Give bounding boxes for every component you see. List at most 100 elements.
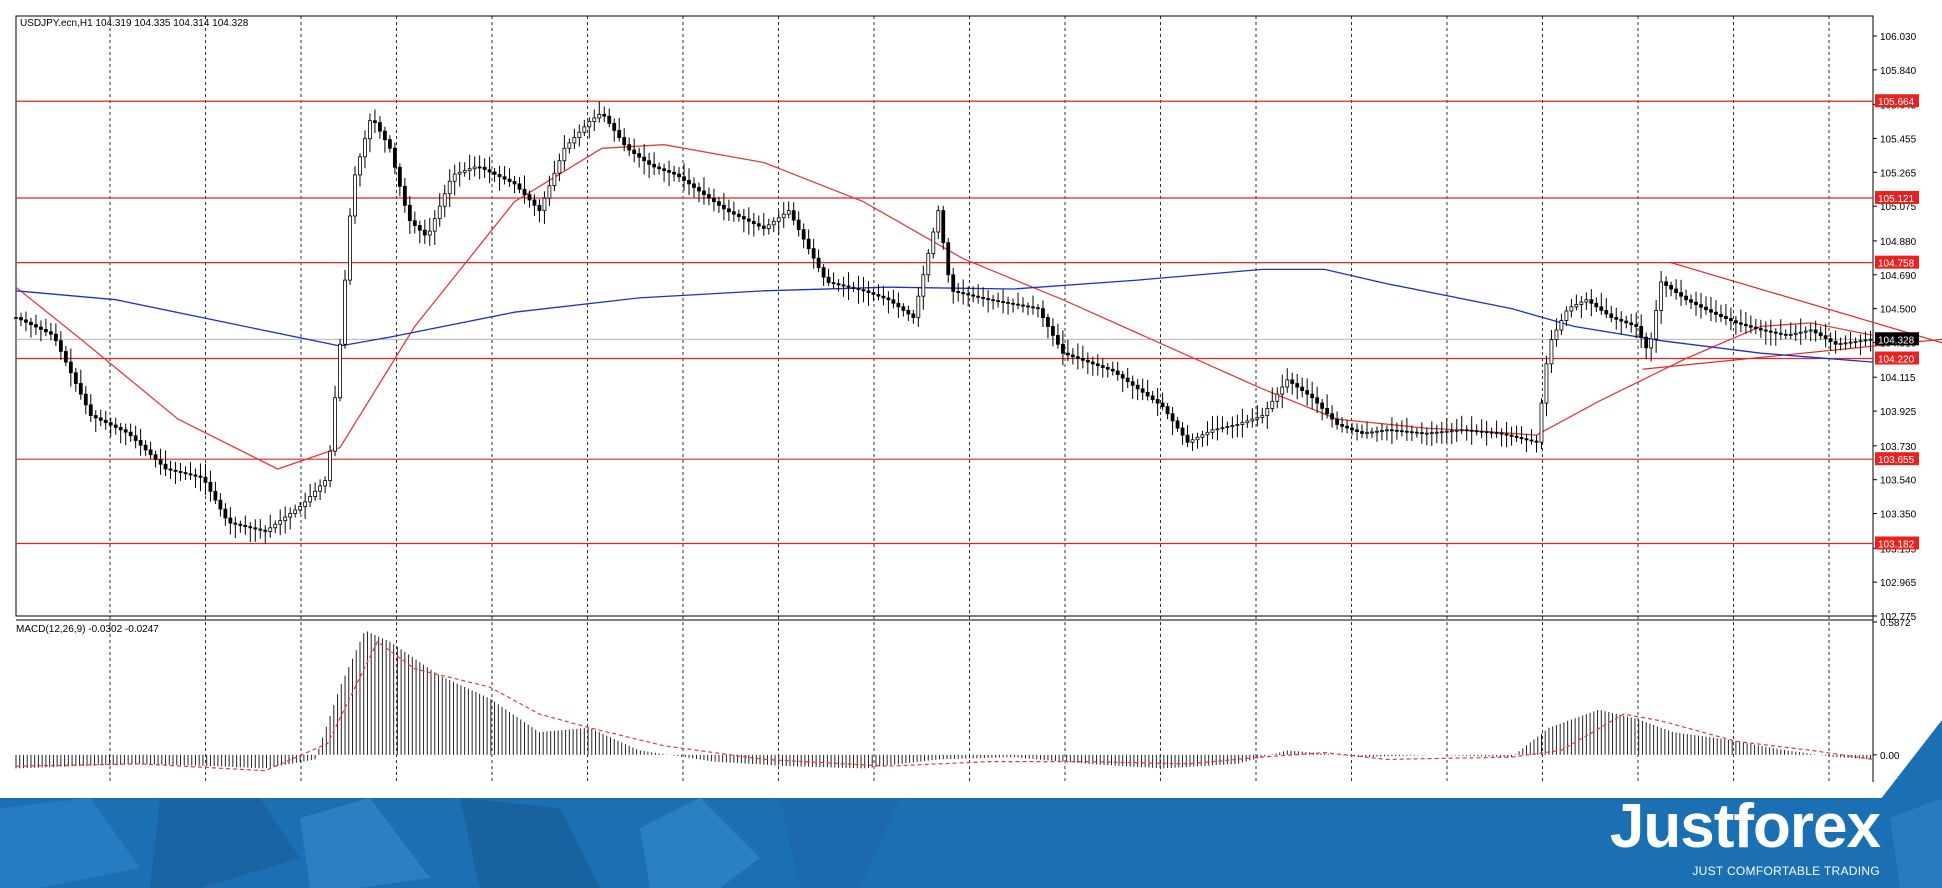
level-price-label: 105.121	[1878, 194, 1915, 205]
price-bar-body	[1385, 429, 1389, 432]
price-bar-body	[741, 216, 746, 220]
price-bar-body	[1160, 402, 1165, 408]
price-bar-body	[1285, 379, 1290, 388]
price-bar-body	[467, 168, 472, 171]
price-bar-body	[392, 147, 397, 168]
price-bar-body	[1165, 406, 1170, 415]
price-bar-body	[866, 290, 871, 293]
price-bar-body	[512, 181, 517, 185]
price-bar-body	[1669, 285, 1673, 290]
price-bar-body	[1185, 434, 1190, 443]
price-bar-body	[622, 137, 627, 146]
price-bar-body	[1704, 306, 1708, 311]
price-bar-body	[1629, 322, 1634, 326]
y-tick-label: 105.455	[1880, 134, 1917, 145]
price-bar-body	[1130, 381, 1135, 386]
price-bar-body	[68, 361, 73, 374]
price-bar-body	[148, 449, 153, 456]
price-bar-body	[1584, 299, 1589, 303]
price-bar-body	[816, 257, 821, 269]
y-tick-label: 105.840	[1880, 66, 1917, 77]
level-price-tag	[1875, 190, 1919, 204]
price-bar-body	[417, 225, 422, 231]
price-bar-body	[906, 310, 911, 315]
price-bar-body	[477, 166, 482, 169]
price-bar-body	[881, 295, 886, 299]
price-bar-body	[1439, 431, 1444, 434]
price-bar-body	[682, 176, 686, 181]
price-bar-body	[637, 153, 642, 158]
price-bar-body	[1654, 310, 1659, 340]
price-bar-body	[1614, 317, 1619, 320]
price-bar-body	[672, 171, 676, 175]
price-bar-body	[1305, 390, 1310, 395]
price-bar-body	[901, 306, 906, 311]
level-price-tag	[1875, 452, 1919, 466]
price-bar-body	[1150, 395, 1155, 400]
price-bar-body	[447, 180, 452, 195]
price-bar-body	[1145, 391, 1150, 397]
price-bar-body	[53, 333, 58, 342]
price-bar-body	[1016, 303, 1020, 306]
price-bar-body	[1758, 328, 1763, 331]
price-bar-body	[552, 172, 557, 187]
price-bar-body	[1295, 383, 1300, 388]
price-bar-body	[692, 183, 696, 188]
price-bar-body	[1808, 329, 1813, 332]
price-bar-body	[268, 527, 273, 532]
price-bar-body	[378, 122, 382, 132]
price-bar-body	[587, 121, 592, 128]
y-tick-label: 103.155	[1880, 544, 1917, 555]
price-bar-body	[796, 219, 801, 231]
price-bar-body	[921, 274, 926, 297]
price-bar-body	[1748, 325, 1753, 328]
price-bar-body	[1449, 430, 1454, 433]
y-tick-label: 106.030	[1880, 32, 1917, 43]
price-bar-body	[1649, 338, 1654, 349]
price-bar-body	[1195, 436, 1200, 441]
price-bar-body	[24, 319, 28, 323]
brand-logo: Justforex	[1609, 792, 1881, 861]
price-bar-body	[1803, 330, 1808, 333]
price-bar-body	[452, 173, 457, 182]
price-bar-body	[1848, 341, 1853, 344]
price-bar-body	[1395, 429, 1399, 432]
price-bar-body	[1469, 429, 1474, 432]
price-bar-body	[1599, 306, 1604, 311]
brand-banner	[0, 798, 1942, 888]
price-bar-body	[726, 208, 731, 213]
price-bar-body	[527, 194, 532, 201]
price-bar-body	[592, 117, 597, 122]
price-bar-body	[1833, 341, 1838, 345]
price-bar-body	[397, 166, 402, 187]
price-bar-body	[83, 393, 88, 406]
price-bar-body	[1110, 368, 1115, 372]
banner-shape	[640, 798, 760, 888]
price-bar-body	[1175, 420, 1180, 429]
price-bar-body	[308, 496, 313, 503]
price-bar-body	[781, 213, 786, 219]
price-bar-body	[358, 156, 362, 176]
price-bar-body	[34, 324, 38, 328]
price-bar-body	[198, 475, 203, 478]
price-bar-body	[652, 163, 657, 168]
level-price-tag	[1875, 255, 1919, 269]
price-bar-body	[1300, 386, 1305, 391]
price-bar-body	[1026, 305, 1030, 308]
price-bar-body	[951, 274, 956, 292]
price-bar-body	[173, 469, 178, 472]
price-bar-body	[1574, 304, 1579, 308]
banner-corner	[1880, 720, 1942, 800]
price-bar-body	[1080, 358, 1085, 361]
price-bar-body	[1140, 388, 1145, 393]
price-bar-body	[687, 179, 691, 185]
price-bar-body	[14, 317, 18, 319]
price-bar-body	[1559, 320, 1564, 331]
price-bar-body	[1310, 393, 1315, 399]
price-bar-body	[19, 317, 23, 321]
price-bar-body	[1579, 301, 1584, 305]
price-bar-body	[1434, 431, 1439, 434]
price-bar-body	[502, 176, 507, 180]
price-bar-body	[1778, 332, 1783, 335]
price-bar-body	[203, 476, 208, 483]
